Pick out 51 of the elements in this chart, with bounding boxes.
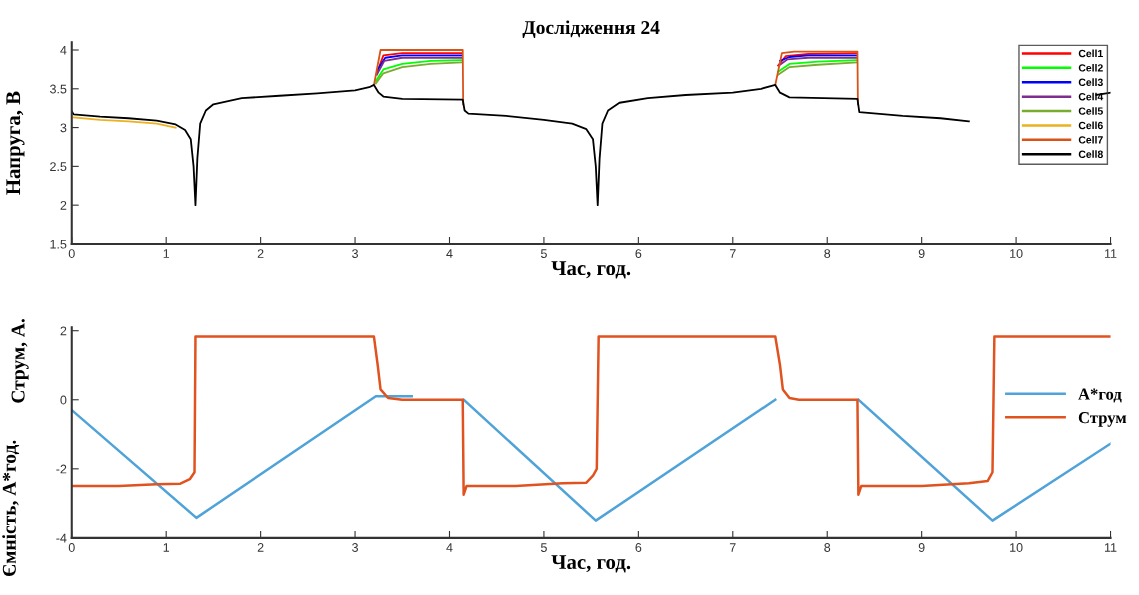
x-tick-label: 7 [729, 249, 736, 258]
y-tick-label: 1.5 [50, 239, 67, 249]
x-axis-title: Час, год. [551, 261, 631, 279]
x-tick-label: 2 [257, 543, 264, 552]
x-tick-label: 0 [68, 543, 75, 552]
x-tick-label: 11 [1104, 543, 1117, 552]
legend-label: Cell7 [1078, 135, 1103, 144]
legend-label: А*год [1078, 388, 1122, 403]
x-tick-label: 6 [635, 543, 642, 552]
x-tick-label: 0 [68, 249, 75, 258]
x-tick-label: 1 [163, 249, 170, 258]
x-tick-label: 3 [352, 249, 358, 258]
legend-label: Cell3 [1078, 78, 1103, 86]
x-tick-label: 4 [446, 543, 453, 552]
y-tick-label: 2.5 [50, 162, 67, 172]
x-tick-label: 4 [446, 249, 453, 258]
x-tick-label: 5 [540, 249, 547, 258]
legend-label: Cell6 [1078, 121, 1103, 130]
y-axis-title: Напруга, В [6, 91, 25, 195]
y-tick-label: -4 [56, 533, 67, 543]
y-tick-label: 2 [60, 326, 67, 336]
legend-label: Cell4 [1078, 92, 1104, 101]
legend-label: Cell2 [1078, 63, 1103, 72]
line-series [72, 116, 177, 129]
x-tick-label: 5 [540, 543, 547, 552]
x-tick-label: 9 [918, 543, 925, 552]
y-tick-label: -2 [56, 464, 67, 474]
x-tick-label: 6 [635, 249, 642, 258]
y-tick-label: 3 [60, 123, 67, 133]
y-tick-label: 4 [60, 45, 67, 55]
x-tick-label: 11 [1104, 249, 1117, 258]
y-tick-label: 3.5 [50, 84, 67, 94]
x-axis-title: Час, год. [551, 555, 631, 573]
x-tick-label: 10 [1010, 249, 1023, 258]
chart-title: Дослідження 24 [522, 20, 660, 39]
legend-label: Струм [1078, 412, 1127, 427]
y-tick-label: 0 [60, 395, 67, 405]
x-tick-label: 8 [824, 543, 831, 552]
x-tick-label: 1 [163, 543, 170, 552]
x-tick-label: 3 [352, 543, 358, 552]
x-tick-label: 8 [824, 249, 831, 258]
x-tick-label: 9 [918, 249, 925, 258]
legend-label: Cell5 [1078, 107, 1103, 115]
legend-label: Cell8 [1078, 150, 1103, 158]
x-tick-label: 2 [257, 249, 264, 258]
legend-label: Cell1 [1078, 49, 1103, 58]
y-tick-label: 2 [60, 200, 67, 210]
x-tick-label: 7 [729, 543, 736, 552]
y-axis-title: Ємність, А*год. [2, 440, 20, 577]
text: Струм, А. [11, 319, 29, 403]
x-tick-label: 10 [1010, 543, 1023, 552]
